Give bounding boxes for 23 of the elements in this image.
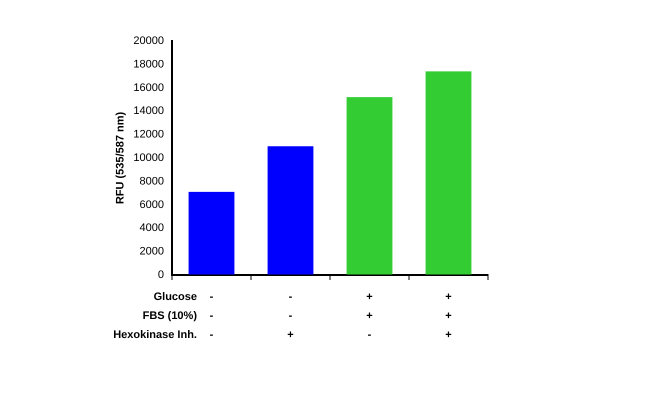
y-tick-label: 8000 <box>140 175 164 188</box>
y-tick-label: 2000 <box>140 246 164 258</box>
y-axis-title: RFU (535/587 nm) <box>114 112 127 204</box>
text: Glucose <box>154 291 197 304</box>
x-tick-label: - - + <box>287 291 294 342</box>
bar <box>426 71 472 274</box>
y-tick-label: 18000 <box>133 58 164 70</box>
y-tick-label: 0 <box>158 269 164 282</box>
x-tick-label: - - - <box>210 291 214 342</box>
y-tick-label: 20000 <box>133 35 164 48</box>
x-tick-label: + + - <box>366 291 373 342</box>
y-tick-label: 12000 <box>133 128 164 141</box>
bar <box>268 146 314 274</box>
y-tick-label: 4000 <box>140 222 164 234</box>
y-tick-label: 10000 <box>133 152 164 164</box>
text: FBS (10%) <box>142 310 198 322</box>
y-tick-label: 14000 <box>133 105 164 118</box>
y-tick-label: 16000 <box>133 82 164 94</box>
bar <box>188 192 234 274</box>
y-tick-label: 6000 <box>140 198 164 211</box>
text: Hexokinase Inh. <box>113 329 197 342</box>
bar <box>346 97 392 274</box>
x-tick-label: + + + <box>445 291 452 342</box>
